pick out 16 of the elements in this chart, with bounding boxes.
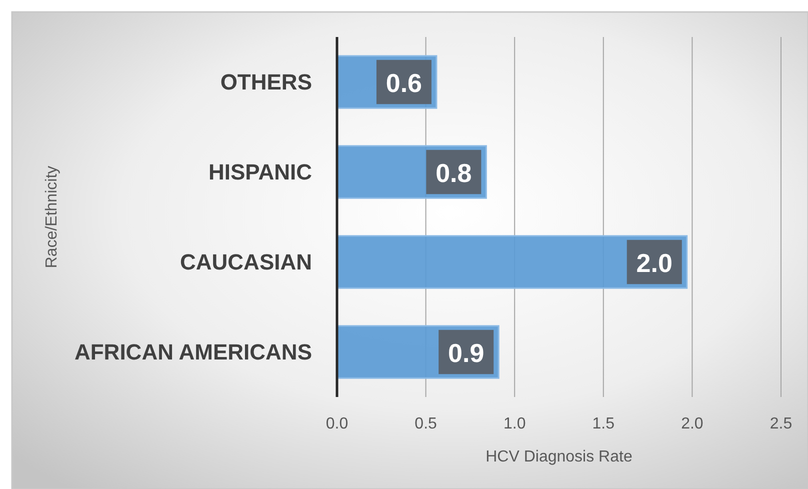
x-tick-label: 1.5 [592,416,615,432]
x-tick-label: 2.5 [770,416,792,432]
y-tick-label: AFRICAN AMERICANS [74,340,312,364]
x-tick-label: 0.0 [326,416,348,432]
data-label: 2.0 [636,248,672,278]
data-label: 0.8 [436,158,472,188]
y-tick-label: HISPANIC [208,160,312,184]
y-axis-title: Race/Ethnicity [44,166,60,268]
x-tick-label: 2.0 [681,416,704,432]
y-tick-label: OTHERS [220,70,312,94]
x-tick-label: 1.0 [503,416,526,432]
x-axis-title: HCV Diagnosis Rate [486,448,632,466]
data-label: 0.6 [386,68,422,98]
x-tick-label: 0.5 [414,416,438,432]
data-label: 0.9 [448,338,484,368]
y-tick-label: CAUCASIAN [180,250,312,274]
